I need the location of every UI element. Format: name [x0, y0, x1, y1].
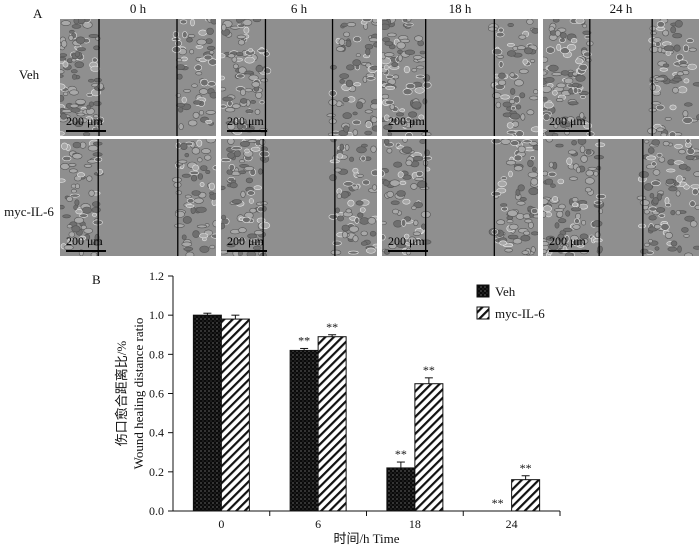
micrograph-myc-il-6-0h: 200 μm	[60, 139, 216, 256]
legend-swatch-myc-il-6	[476, 306, 490, 320]
bar-myc-il-6	[317, 336, 347, 512]
time-label-0h: 0 h	[129, 1, 147, 16]
y-tick-label: 0.0	[149, 504, 164, 518]
bar-myc-il-6	[511, 479, 541, 512]
scale-bar-label: 200 μm	[549, 114, 586, 128]
scale-bar	[549, 130, 589, 132]
x-tick-label: 6	[315, 517, 321, 531]
row-label-veh: Veh	[18, 67, 40, 82]
scale-bar	[66, 130, 106, 132]
micrograph-myc-il-6-24h: 200 μm	[543, 139, 699, 256]
legend-swatch-veh	[476, 284, 490, 298]
micrograph-myc-il-6-6h: 200 μm	[221, 139, 377, 256]
significance-marker: **	[326, 320, 338, 334]
bar-veh	[386, 467, 416, 512]
bar-myc-il-6	[220, 318, 250, 512]
y-tick-label: 0.6	[149, 387, 164, 401]
scale-bar	[66, 250, 106, 252]
scale-bar-label: 200 μm	[388, 234, 425, 248]
x-tick-label: 0	[218, 517, 224, 531]
y-tick-label: 1.2	[149, 269, 164, 283]
panel-a-label: A	[33, 6, 43, 21]
y-axis-label-cn: 伤口愈合距离比/%	[114, 341, 129, 447]
bar-myc-il-6	[414, 383, 444, 512]
time-label-24h: 24 h	[609, 1, 633, 16]
significance-marker: **	[520, 461, 532, 475]
time-label-6h: 6 h	[290, 1, 308, 16]
scale-bar	[549, 250, 589, 252]
scale-bar-label: 200 μm	[66, 114, 103, 128]
y-tick-label: 0.8	[149, 347, 164, 361]
bar-veh	[192, 314, 222, 512]
bar-veh	[289, 349, 319, 512]
significance-marker: **	[395, 447, 407, 461]
micrograph-veh-24h: 200 μm	[543, 19, 699, 136]
legend-label-veh: Veh	[495, 284, 516, 299]
panel-b-label: B	[92, 272, 101, 287]
scale-bar-label: 200 μm	[227, 234, 264, 248]
micrograph-veh-18h: 200 μm	[382, 19, 538, 136]
significance-marker: **	[492, 496, 504, 510]
significance-marker: **	[423, 363, 435, 377]
micrograph-veh-6h: 200 μm	[221, 19, 377, 136]
y-tick-label: 1.0	[149, 308, 164, 322]
scale-bar-label: 200 μm	[227, 114, 264, 128]
scale-bar	[227, 130, 267, 132]
y-tick-label: 0.2	[149, 465, 164, 479]
scale-bar-label: 200 μm	[388, 114, 425, 128]
scale-bar	[388, 130, 428, 132]
scale-bar-label: 200 μm	[549, 234, 586, 248]
scale-bar-label: 200 μm	[66, 234, 103, 248]
row-label-myc-il-6: myc-IL-6	[4, 204, 54, 219]
scale-bar	[227, 250, 267, 252]
wound-healing-bar-chart: 0.00.20.40.60.81.01.20 6****18****24****时…	[114, 269, 561, 545]
micrograph-myc-il-6-18h: 200 μm	[382, 139, 538, 256]
micrograph-veh-0h: 200 μm	[60, 19, 216, 136]
significance-marker: **	[298, 333, 310, 347]
legend-label-myc-il-6: myc-IL-6	[495, 306, 545, 321]
y-axis-label-en: Wound healing distance ratio	[131, 318, 146, 470]
x-tick-label: 18	[409, 517, 421, 531]
scale-bar	[388, 250, 428, 252]
x-axis-label: 时间/h Time	[333, 531, 399, 545]
x-tick-label: 24	[506, 517, 518, 531]
time-label-18h: 18 h	[448, 1, 472, 16]
y-tick-label: 0.4	[149, 426, 164, 440]
